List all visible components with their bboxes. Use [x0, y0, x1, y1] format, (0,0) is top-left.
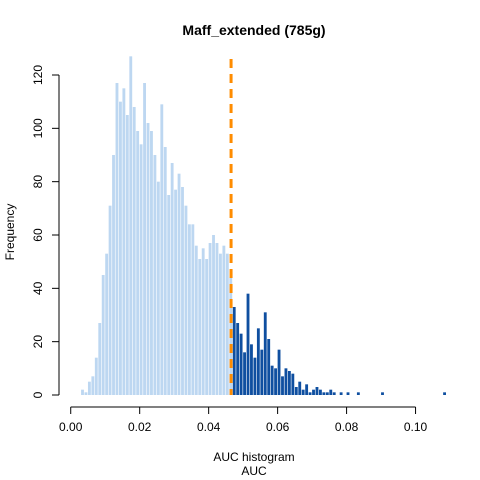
- histogram-bar: [94, 357, 98, 395]
- x-tick-label: 0.10: [404, 420, 428, 434]
- histogram-bar: [284, 368, 288, 395]
- histogram-bar: [298, 381, 302, 395]
- histogram-bar: [163, 147, 167, 395]
- histogram-bar: [136, 131, 140, 395]
- histogram-bar: [167, 195, 171, 395]
- x-axis-label: AUC histogram: [213, 450, 294, 464]
- histogram-bar: [256, 328, 260, 395]
- y-tick-label: 80: [31, 175, 45, 189]
- histogram-bar: [215, 243, 219, 395]
- histogram-bar: [115, 83, 119, 395]
- y-tick-label: 60: [31, 228, 45, 242]
- histogram-bar: [191, 224, 195, 395]
- histogram-bar: [312, 389, 315, 395]
- histogram-bar: [219, 253, 222, 395]
- chart-title: Maff_extended (785g): [182, 22, 325, 38]
- histogram-bar: [281, 376, 284, 395]
- histogram-bar: [287, 371, 291, 395]
- histogram-bar: [187, 224, 191, 395]
- histogram-bar: [122, 88, 126, 395]
- histogram-bar: [332, 392, 336, 395]
- histogram-bar: [91, 376, 95, 395]
- histogram-bar: [205, 259, 209, 395]
- y-tick-label: 20: [31, 335, 45, 349]
- histogram-bar: [184, 205, 188, 395]
- histogram-bar: [222, 245, 226, 395]
- histogram-bar: [232, 307, 236, 395]
- histogram-bar: [139, 144, 143, 395]
- histogram-bar: [243, 352, 246, 395]
- histogram-bar: [212, 235, 215, 395]
- histogram-bar: [301, 389, 305, 395]
- histogram-bar: [198, 259, 202, 395]
- histogram-bar: [270, 365, 274, 395]
- histogram-bar: [250, 344, 253, 395]
- histogram-bar: [294, 387, 298, 395]
- histogram-bar: [225, 253, 229, 395]
- x-axis: 0.00 0.02 0.04 0.06 0.08 0.10: [59, 406, 428, 434]
- histogram-bar: [84, 392, 88, 395]
- histogram-bar: [305, 384, 309, 395]
- histogram-bar: [132, 107, 136, 395]
- histogram-bar: [263, 312, 267, 395]
- histogram-bar: [119, 101, 122, 396]
- histogram-bar: [181, 187, 184, 395]
- histogram-bar: [170, 163, 174, 395]
- histogram-bar: [160, 104, 164, 395]
- histogram-bars: [81, 56, 446, 396]
- histogram-bar: [98, 323, 102, 395]
- histogram-bar: [319, 389, 322, 395]
- y-tick-label: 0: [31, 391, 45, 398]
- x-axis-sublabel: AUC: [241, 464, 267, 478]
- histogram-bar: [356, 392, 360, 395]
- histogram-bar: [125, 115, 129, 395]
- histogram-bar: [81, 389, 84, 395]
- y-tick-label: 100: [31, 118, 45, 138]
- histogram-bar: [325, 392, 329, 395]
- histogram-bar: [87, 381, 91, 395]
- histogram-bar: [105, 253, 109, 395]
- histogram-bar: [291, 373, 295, 395]
- histogram-bar: [201, 248, 205, 395]
- histogram-bar: [277, 349, 281, 395]
- histogram-bar: [267, 339, 271, 395]
- histogram-bar: [112, 155, 115, 395]
- x-tick-label: 0.00: [59, 420, 83, 434]
- histogram-bar: [381, 392, 384, 395]
- y-axis-label: Frequency: [3, 204, 17, 261]
- histogram-bar: [308, 392, 312, 395]
- histogram-bar: [274, 368, 278, 395]
- histogram-bar: [346, 392, 350, 395]
- x-tick-label: 0.02: [128, 420, 152, 434]
- histogram-bar: [174, 189, 178, 395]
- histogram-bar: [322, 392, 326, 395]
- histogram-bar: [150, 131, 153, 395]
- histogram-bar: [194, 245, 198, 395]
- y-tick-label: 40: [31, 281, 45, 295]
- histogram-bar: [239, 333, 243, 395]
- histogram-bar: [129, 56, 133, 395]
- histogram-bar: [443, 392, 446, 395]
- x-tick-label: 0.08: [335, 420, 359, 434]
- y-tick-label: 120: [31, 65, 45, 85]
- histogram-bar: [143, 83, 146, 395]
- histogram-bar: [253, 357, 257, 395]
- histogram-bar: [146, 123, 150, 395]
- histogram-bar: [156, 181, 160, 395]
- histogram-bar: [260, 349, 264, 395]
- histogram-bar: [339, 392, 343, 395]
- histogram-bar: [208, 243, 212, 395]
- histogram-bar: [315, 387, 319, 395]
- histogram-bar: [153, 155, 157, 395]
- histogram-bar: [236, 323, 240, 395]
- histogram-bar: [329, 389, 333, 395]
- y-axis: 0 20 40 60 80 100 120: [31, 65, 60, 398]
- histogram-bar: [246, 293, 250, 395]
- histogram-bar: [108, 205, 112, 395]
- x-tick-label: 0.06: [266, 420, 290, 434]
- x-tick-label: 0.04: [197, 420, 221, 434]
- histogram-bar: [101, 275, 105, 395]
- histogram-bar: [177, 173, 181, 395]
